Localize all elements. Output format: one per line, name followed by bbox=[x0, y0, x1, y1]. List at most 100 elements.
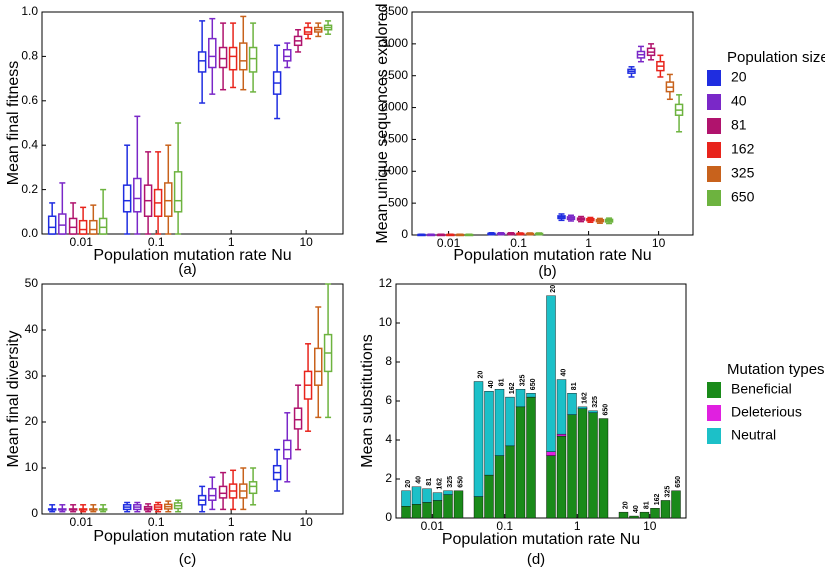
legend-label: Deleterious bbox=[731, 404, 802, 420]
box bbox=[122, 184, 132, 213]
legend-label: 325 bbox=[731, 165, 755, 181]
bar-label: 40 bbox=[633, 505, 640, 513]
bar-segment bbox=[598, 418, 609, 519]
y-axis-title: Mean unique sequences explored bbox=[374, 3, 391, 243]
bar-label: 40 bbox=[415, 476, 422, 484]
panel-label: (b) bbox=[538, 263, 556, 280]
bar-label: 40 bbox=[560, 369, 567, 377]
box bbox=[303, 26, 313, 35]
x-tick-label: 0.1 bbox=[496, 519, 513, 533]
legend-title: Mutation types bbox=[727, 361, 825, 378]
y-tick-label: 2 bbox=[385, 471, 392, 485]
legend-swatch bbox=[707, 94, 721, 110]
x-axis-title: Population mutation rate Nu bbox=[453, 247, 651, 264]
bar-label: 20 bbox=[550, 285, 557, 293]
y-axis-title: Mean substitutions bbox=[359, 334, 376, 467]
bar-segment bbox=[556, 433, 567, 437]
x-tick-label: 1 bbox=[228, 515, 235, 529]
box bbox=[173, 171, 183, 213]
bar-segment bbox=[401, 490, 411, 507]
legend-swatch bbox=[707, 118, 721, 134]
legend-swatch bbox=[707, 142, 721, 158]
legend-swatch bbox=[707, 70, 721, 86]
panel-label: (c) bbox=[179, 551, 197, 568]
x-tick-label: 1 bbox=[574, 519, 581, 533]
legend-label: Beneficial bbox=[731, 381, 792, 397]
box bbox=[248, 481, 258, 495]
bar-segment bbox=[505, 445, 515, 519]
bar-segment bbox=[577, 406, 588, 410]
y-tick-label: 0 bbox=[31, 506, 38, 520]
legend-label: Neutral bbox=[731, 427, 776, 443]
plot-frame bbox=[41, 283, 344, 515]
box bbox=[218, 46, 228, 69]
x-tick-label: 1 bbox=[228, 235, 235, 249]
plot-frame bbox=[41, 11, 344, 235]
bar-segment bbox=[629, 515, 639, 519]
bar-label: 325 bbox=[519, 375, 526, 387]
bar-label: 650 bbox=[675, 476, 682, 488]
x-tick-label: 10 bbox=[299, 515, 313, 529]
y-tick-label: 6 bbox=[385, 393, 392, 407]
bar-label: 81 bbox=[426, 478, 433, 486]
bar-label: 325 bbox=[592, 396, 599, 408]
bar-segment bbox=[567, 414, 577, 519]
box bbox=[239, 42, 248, 71]
bar-segment bbox=[443, 494, 453, 519]
panel-label: (a) bbox=[178, 261, 196, 278]
bar-label: 162 bbox=[509, 382, 516, 394]
x-tick-label: 0.1 bbox=[148, 235, 165, 249]
box bbox=[208, 37, 217, 69]
x-axis-title: Population mutation rate Nu bbox=[93, 247, 291, 264]
x-tick-label: 0.1 bbox=[148, 515, 165, 529]
y-tick-label: 20 bbox=[25, 414, 39, 428]
box bbox=[164, 182, 173, 217]
box bbox=[314, 347, 323, 386]
x-tick-label: 1 bbox=[585, 236, 592, 250]
bar-segment bbox=[546, 451, 556, 456]
x-axis-title: Population mutation rate Nu bbox=[93, 528, 291, 545]
bar-segment bbox=[671, 490, 681, 519]
y-tick-label: 0.6 bbox=[21, 93, 38, 107]
bar-label: 650 bbox=[602, 404, 609, 416]
x-tick-label: 10 bbox=[643, 519, 657, 533]
y-tick-label: 2000 bbox=[381, 100, 408, 114]
box bbox=[78, 219, 88, 235]
bar-segment bbox=[556, 379, 567, 435]
box bbox=[58, 213, 67, 235]
bar-label: 81 bbox=[498, 378, 505, 386]
y-tick-label: 0.0 bbox=[21, 226, 38, 240]
y-tick-label: 12 bbox=[379, 276, 393, 290]
bar-segment bbox=[473, 381, 484, 497]
bar-segment bbox=[588, 410, 598, 413]
y-tick-label: 2500 bbox=[381, 68, 408, 82]
bar-segment bbox=[484, 391, 494, 476]
bar-segment bbox=[577, 408, 588, 519]
bar-segment bbox=[660, 500, 671, 519]
bar-label: 20 bbox=[477, 371, 484, 379]
bar-segment bbox=[515, 389, 526, 408]
bar-segment bbox=[473, 496, 484, 519]
bar-label: 40 bbox=[488, 380, 495, 388]
box bbox=[293, 407, 303, 430]
bar-segment bbox=[411, 504, 422, 519]
bar-segment bbox=[443, 490, 453, 495]
bar-label: 162 bbox=[436, 478, 443, 490]
y-tick-label: 1000 bbox=[381, 163, 408, 177]
box bbox=[47, 215, 57, 235]
legend-title: Population sizes bbox=[727, 49, 825, 66]
legend-label: 40 bbox=[731, 93, 747, 109]
bar-segment bbox=[526, 396, 536, 519]
box bbox=[197, 51, 207, 73]
x-axis-title: Population mutation rate Nu bbox=[442, 531, 640, 548]
bar-label: 162 bbox=[654, 493, 661, 505]
panel-label: (d) bbox=[527, 551, 545, 568]
bar-segment bbox=[432, 492, 443, 501]
x-tick-label: 0.01 bbox=[437, 236, 461, 250]
legend-label: 81 bbox=[731, 117, 747, 133]
box bbox=[218, 485, 228, 499]
x-tick-label: 0.01 bbox=[421, 519, 445, 533]
plot-frame bbox=[411, 11, 694, 236]
y-tick-label: 4 bbox=[385, 432, 392, 446]
y-axis-title: Mean final diversity bbox=[5, 331, 22, 468]
